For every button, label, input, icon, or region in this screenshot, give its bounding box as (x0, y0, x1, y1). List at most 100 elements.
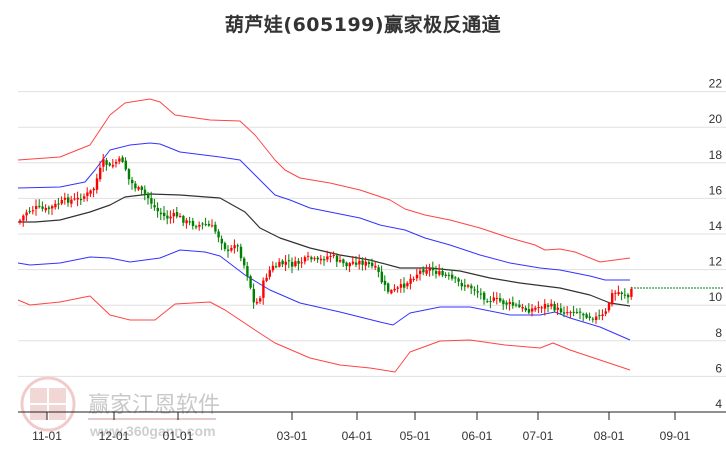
candle (63, 197, 67, 200)
x-tick-label: 07-01 (523, 429, 554, 443)
candle (127, 169, 131, 180)
candle (457, 278, 460, 282)
candle (399, 284, 403, 288)
candle (67, 197, 70, 203)
candle (470, 285, 473, 289)
candle (614, 292, 617, 294)
candle (371, 262, 374, 267)
candle (495, 298, 499, 300)
candle (460, 283, 463, 287)
candle (255, 301, 259, 304)
candle (31, 210, 35, 212)
chart-title: 葫芦娃(605199)赢家极反通道 (224, 14, 502, 36)
candle (201, 223, 204, 225)
candle (543, 303, 547, 309)
candle (588, 316, 591, 318)
candle (60, 200, 63, 204)
candle (521, 306, 524, 309)
candle (28, 211, 31, 213)
candle (86, 192, 89, 197)
candle (511, 302, 515, 306)
svg-text:赢: 赢 (51, 389, 62, 403)
y-tick-label: 14 (709, 219, 723, 233)
candle (246, 266, 249, 277)
x-tick-label: 12-01 (99, 429, 130, 443)
candle (118, 158, 121, 162)
candle (428, 268, 431, 271)
candle (239, 246, 243, 259)
candle (153, 205, 156, 208)
candle (329, 255, 332, 257)
candle (358, 260, 361, 265)
candle (243, 258, 246, 266)
candle (547, 305, 550, 307)
candle (211, 225, 214, 227)
candlesticks (19, 153, 633, 324)
candle (287, 260, 291, 262)
watermark-url: www.360gann.com (89, 423, 216, 439)
candle (95, 178, 99, 190)
candle (598, 315, 601, 317)
candle (163, 212, 166, 217)
candle (54, 203, 57, 208)
candle (489, 301, 492, 303)
candle (99, 167, 102, 180)
candle (179, 216, 182, 218)
x-tick-label: 11-01 (32, 429, 62, 443)
candle (531, 308, 534, 312)
candle (323, 259, 326, 261)
candle (569, 312, 572, 314)
candle (275, 266, 278, 268)
candle (454, 277, 457, 279)
candle (412, 278, 415, 280)
candle (550, 303, 553, 307)
candle (57, 203, 60, 205)
channel-bands (17, 98, 631, 373)
candle (108, 163, 111, 166)
candle (172, 213, 175, 217)
candle (406, 283, 409, 287)
candle (419, 270, 422, 274)
candle (527, 309, 531, 313)
candle (518, 304, 521, 308)
candle (339, 260, 342, 262)
candle (486, 301, 489, 303)
candle (345, 262, 348, 267)
candle (134, 183, 137, 189)
candle (476, 291, 479, 293)
candle (268, 270, 271, 277)
candle (342, 259, 345, 264)
middle-line (18, 193, 631, 307)
candle (198, 224, 201, 227)
candle (479, 293, 483, 295)
candle (623, 294, 627, 296)
candle (89, 190, 92, 194)
candle (159, 212, 163, 215)
candle (351, 261, 355, 264)
candle (611, 293, 614, 305)
candle (438, 271, 441, 275)
candle (572, 311, 575, 313)
candle (195, 226, 198, 228)
candle (505, 302, 508, 305)
candle (76, 197, 79, 200)
candle (537, 307, 540, 309)
y-tick-label: 16 (709, 183, 723, 197)
candle (604, 311, 607, 314)
candle (415, 274, 419, 279)
candle (38, 205, 41, 207)
candle (444, 274, 447, 276)
candle (47, 207, 51, 209)
candle (79, 198, 83, 201)
candle (393, 288, 396, 291)
candle (364, 261, 367, 266)
x-tick-label: 04-01 (342, 429, 373, 443)
candle (303, 257, 307, 262)
candle (316, 257, 319, 260)
candle (524, 308, 527, 311)
x-tick-label: 05-01 (400, 429, 431, 443)
candle (319, 258, 323, 261)
candle (435, 271, 438, 274)
svg-text:家: 家 (51, 406, 63, 420)
candle (278, 261, 281, 267)
